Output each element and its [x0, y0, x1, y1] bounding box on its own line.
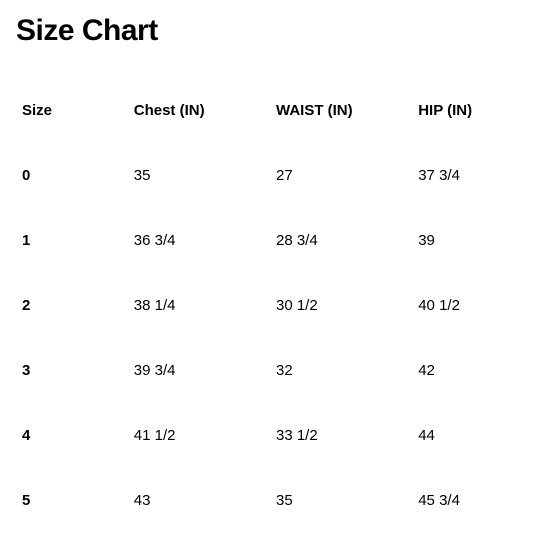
cell-waist: 33 1/2 [270, 403, 412, 468]
table-header-row: Size Chest (IN) WAIST (IN) HIP (IN) [16, 78, 524, 143]
cell-waist: 35 [270, 468, 412, 533]
table-row: 3 39 3/4 32 42 [16, 338, 524, 403]
cell-hip: 42 [412, 338, 524, 403]
col-header-waist: WAIST (IN) [270, 78, 412, 143]
cell-chest: 38 1/4 [128, 273, 270, 338]
cell-size: 2 [16, 273, 128, 338]
table-row: 5 43 35 45 3/4 [16, 468, 524, 533]
cell-chest: 35 [128, 143, 270, 208]
cell-hip: 40 1/2 [412, 273, 524, 338]
cell-chest: 36 3/4 [128, 208, 270, 273]
page-title: Size Chart [16, 14, 524, 48]
cell-size: 1 [16, 208, 128, 273]
size-chart-table: Size Chest (IN) WAIST (IN) HIP (IN) 0 35… [16, 78, 524, 533]
cell-hip: 44 [412, 403, 524, 468]
cell-hip: 39 [412, 208, 524, 273]
cell-waist: 30 1/2 [270, 273, 412, 338]
cell-size: 4 [16, 403, 128, 468]
cell-waist: 28 3/4 [270, 208, 412, 273]
cell-waist: 27 [270, 143, 412, 208]
table-row: 0 35 27 37 3/4 [16, 143, 524, 208]
cell-chest: 43 [128, 468, 270, 533]
cell-size: 0 [16, 143, 128, 208]
col-header-hip: HIP (IN) [412, 78, 524, 143]
cell-size: 5 [16, 468, 128, 533]
cell-chest: 41 1/2 [128, 403, 270, 468]
col-header-size: Size [16, 78, 128, 143]
table-row: 4 41 1/2 33 1/2 44 [16, 403, 524, 468]
cell-waist: 32 [270, 338, 412, 403]
table-row: 2 38 1/4 30 1/2 40 1/2 [16, 273, 524, 338]
cell-size: 3 [16, 338, 128, 403]
cell-hip: 37 3/4 [412, 143, 524, 208]
table-row: 1 36 3/4 28 3/4 39 [16, 208, 524, 273]
col-header-chest: Chest (IN) [128, 78, 270, 143]
cell-hip: 45 3/4 [412, 468, 524, 533]
cell-chest: 39 3/4 [128, 338, 270, 403]
